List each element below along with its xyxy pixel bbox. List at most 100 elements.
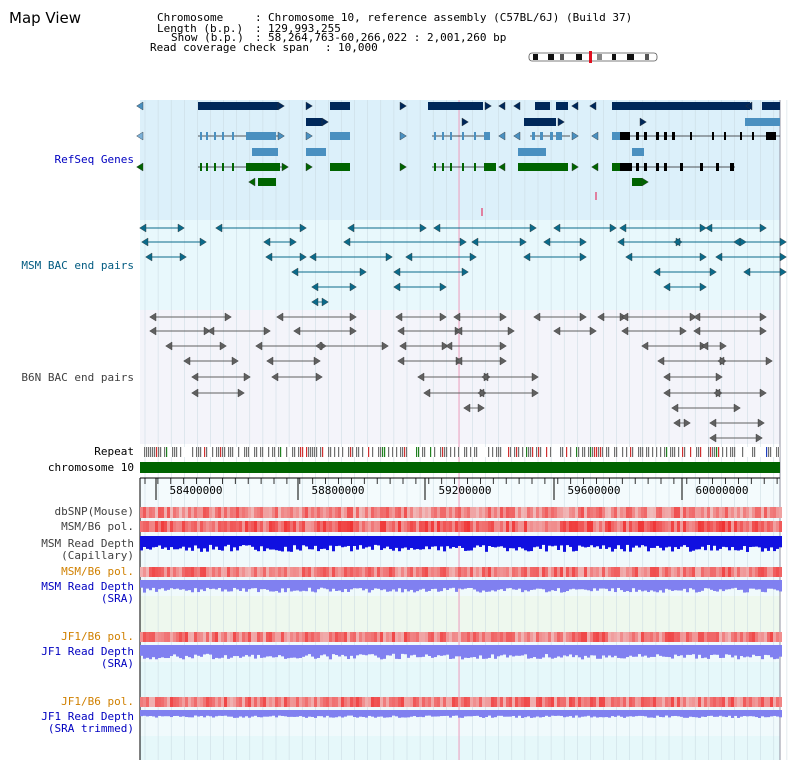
gene-exon[interactable] — [252, 148, 278, 156]
gene-exon[interactable] — [656, 132, 659, 140]
chromosome-ideogram-icon[interactable] — [528, 52, 658, 62]
gene-exon[interactable] — [620, 163, 632, 171]
gene-exon[interactable] — [330, 132, 350, 140]
gene-exon[interactable] — [612, 102, 750, 110]
track-label-msm-depth-sra-1[interactable]: MSM Read Depth — [41, 580, 134, 593]
ideogram-position-marker[interactable] — [589, 51, 592, 63]
gene-exon[interactable] — [214, 163, 216, 171]
gene-exon[interactable] — [450, 132, 452, 140]
gene-exon[interactable] — [246, 163, 280, 171]
gene-exon[interactable] — [206, 132, 208, 140]
gene-exon[interactable] — [518, 148, 546, 156]
gene-exon[interactable] — [716, 163, 719, 171]
read-depth-bar — [380, 580, 383, 591]
gene-exon[interactable] — [745, 118, 780, 126]
gene-exon[interactable] — [612, 163, 620, 171]
gene-exon[interactable] — [222, 132, 224, 140]
gene-exon[interactable] — [690, 132, 692, 140]
gene-exon[interactable] — [474, 132, 476, 140]
gene-exon[interactable] — [474, 163, 476, 171]
gene-exon[interactable] — [612, 132, 620, 140]
track-label-jf1-depth-sra-1[interactable]: JF1 Read Depth — [41, 645, 134, 658]
gene-exon[interactable] — [644, 132, 647, 140]
polymorphism-cell — [500, 507, 503, 518]
gene-exon[interactable] — [730, 163, 734, 171]
gene-exon[interactable] — [556, 132, 562, 140]
gene-exon[interactable] — [462, 163, 464, 171]
gene-exon[interactable] — [484, 132, 490, 140]
gene-exon[interactable] — [518, 163, 568, 171]
gene-exon[interactable] — [524, 118, 556, 126]
polymorphism-cell — [773, 697, 776, 707]
gene-exon[interactable] — [752, 132, 754, 140]
read-depth-bar — [500, 645, 503, 656]
gene-exon[interactable] — [712, 132, 714, 140]
track-label-repeat[interactable]: Repeat — [94, 445, 134, 458]
gene-exon[interactable] — [246, 132, 276, 140]
track-label-dbsnp[interactable]: dbSNP(Mouse) — [54, 505, 134, 518]
track-label-jf1-b6-pol-2[interactable]: JF1/B6 pol. — [61, 695, 134, 708]
gene-exon[interactable] — [232, 132, 234, 140]
gene-exon[interactable] — [632, 148, 644, 156]
gene-exon[interactable] — [200, 163, 202, 171]
gene-exon[interactable] — [636, 132, 639, 140]
gene-exon[interactable] — [330, 102, 350, 110]
read-depth-bar — [665, 645, 668, 657]
polymorphism-cell — [371, 521, 374, 532]
gene-exon[interactable] — [450, 163, 452, 171]
read-depth-bar — [176, 536, 179, 550]
gene-exon[interactable] — [535, 102, 550, 110]
track-label-msm-depth-cap-1[interactable]: MSM Read Depth — [41, 537, 134, 550]
gene-exon[interactable] — [462, 132, 464, 140]
gene-exon[interactable] — [620, 132, 630, 140]
track-label-jf1-b6-pol[interactable]: JF1/B6 pol. — [61, 630, 134, 643]
gene-exon[interactable] — [556, 102, 568, 110]
gene-exon[interactable] — [664, 163, 667, 171]
gene-exon[interactable] — [428, 102, 483, 110]
gene-exon[interactable] — [232, 163, 234, 171]
gene-exon[interactable] — [214, 132, 216, 140]
gene-exon[interactable] — [434, 132, 436, 140]
gene-exon[interactable] — [222, 163, 224, 171]
track-label-jf1-depth-trim-1[interactable]: JF1 Read Depth — [41, 710, 134, 723]
gene-exon[interactable] — [532, 132, 535, 140]
gene-exon[interactable] — [442, 132, 444, 140]
gene-exon[interactable] — [636, 163, 639, 171]
track-label-b6n-bac[interactable]: B6N BAC end pairs — [21, 371, 134, 384]
gene-exon[interactable] — [644, 163, 647, 171]
gene-exon[interactable] — [700, 163, 703, 171]
polymorphism-cell — [308, 697, 311, 707]
gene-exon[interactable] — [306, 118, 322, 126]
gene-exon[interactable] — [484, 163, 496, 171]
gene-exon[interactable] — [740, 132, 742, 140]
polymorphism-cell — [761, 567, 764, 577]
gene-exon[interactable] — [200, 132, 202, 140]
gene-exon[interactable] — [198, 102, 278, 110]
gene-exon[interactable] — [766, 132, 776, 140]
gene-exon[interactable] — [664, 132, 667, 140]
chromosome-band[interactable] — [140, 462, 780, 473]
track-label-msm-bac[interactable]: MSM BAC end pairs — [21, 259, 134, 272]
track-label-refseq-genes[interactable]: RefSeq Genes — [54, 153, 134, 166]
gene-exon[interactable] — [306, 148, 326, 156]
gene-exon[interactable] — [656, 163, 659, 171]
gene-exon[interactable] — [550, 132, 553, 140]
gene-exon[interactable] — [632, 178, 642, 186]
read-depth-bar — [635, 580, 638, 592]
track-label-msm-b6-pol-2[interactable]: MSM/B6 pol. — [61, 565, 134, 578]
gene-exon[interactable] — [434, 163, 436, 171]
gene-exon[interactable] — [540, 132, 543, 140]
gene-exon[interactable] — [258, 178, 276, 186]
gene-exon[interactable] — [442, 163, 444, 171]
gene-exon[interactable] — [762, 102, 780, 110]
gene-exon[interactable] — [680, 163, 683, 171]
gene-exon[interactable] — [672, 132, 675, 140]
gene-exon[interactable] — [330, 163, 350, 171]
polymorphism-cell — [443, 521, 446, 532]
track-label-msm-b6-pol[interactable]: MSM/B6 pol. — [61, 520, 134, 533]
gene-exon[interactable] — [724, 132, 726, 140]
read-depth-bar — [224, 536, 227, 547]
read-depth-bar — [377, 710, 380, 717]
gene-exon[interactable] — [206, 163, 208, 171]
